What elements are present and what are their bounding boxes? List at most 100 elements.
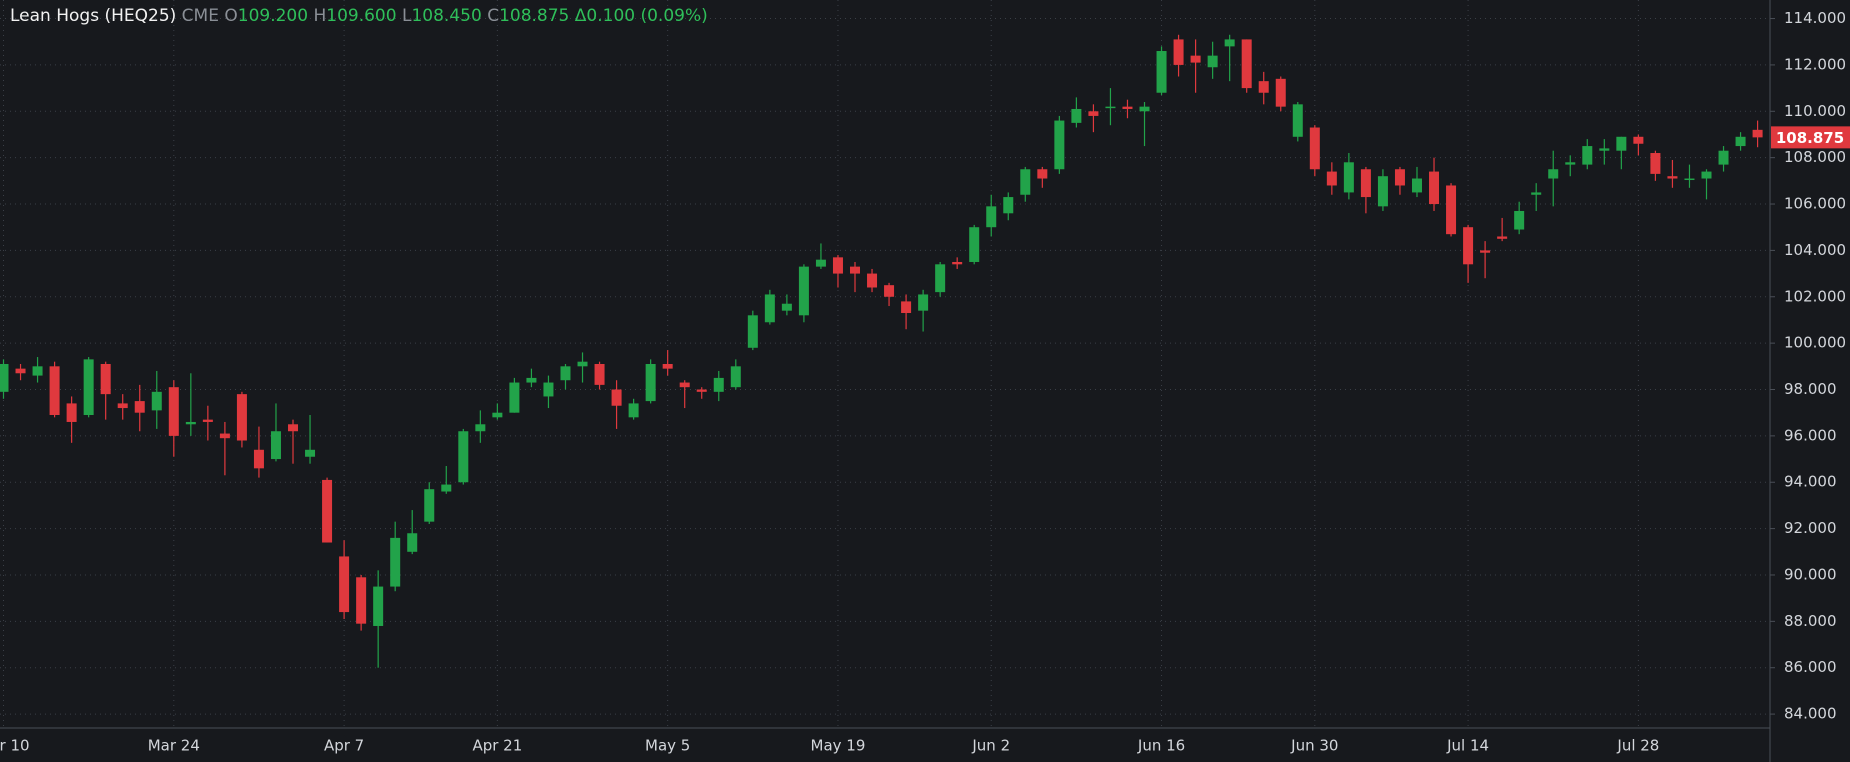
candle-body [134,401,145,413]
candle-body [1105,106,1116,109]
candle-body [219,433,230,439]
change: Δ0.100 (0.09%) [574,6,708,26]
candle-body [407,533,418,552]
y-tick-label: 100.000 [1784,334,1846,352]
candle-body [1054,120,1065,170]
candle-body [1667,176,1678,179]
quote-label: O [224,6,238,26]
candle-body [1207,55,1218,68]
candle-body [458,431,469,483]
x-tick-label: Apr 7 [324,737,364,755]
candle-body [1122,106,1133,109]
candle-body [1292,104,1303,137]
x-tick-label: Apr 21 [472,737,522,755]
y-tick-label: 84.000 [1784,705,1837,723]
candle-body [1582,146,1593,165]
quote-label: L [401,6,412,26]
candle-body [901,301,912,313]
candle-body [969,227,980,262]
last-price-box [1771,126,1850,149]
candle-body [1241,39,1252,89]
candle-body [645,364,656,402]
candle-body [1752,129,1763,138]
x-tick-label: Mar 24 [148,737,200,755]
candle-body [1650,153,1661,174]
candle-body [1735,136,1746,147]
candle-body [1377,176,1388,207]
candle-body [1429,171,1440,205]
candle-body [1633,136,1644,144]
candle-body [0,364,9,392]
y-tick-label: 112.000 [1784,55,1846,73]
candle-body [1190,55,1201,63]
candle-body [1497,236,1508,239]
candle-body [781,303,792,311]
candle-body [1514,210,1525,230]
last-price-label: 108.875 [1776,129,1844,147]
candle-body [1531,192,1542,195]
x-tick-label: Mar 10 [0,737,30,755]
quote-header: Lean Hogs (HEQ25) CME O109.200 H109.600 … [10,6,708,26]
candle-body [1684,178,1695,181]
candle-body [1037,169,1048,179]
y-tick-label: 108.000 [1784,148,1846,166]
candle-body [611,389,622,406]
candle-body [117,403,128,409]
y-tick-label: 86.000 [1784,658,1837,676]
x-tick-label: May 5 [645,737,690,755]
quote-label: H [313,6,327,26]
candle-body [1326,171,1337,186]
candle-body [526,377,537,383]
candle-body [1071,108,1082,123]
x-tick-label: Jun 30 [1290,737,1338,755]
candle-body [32,366,43,376]
y-tick-label: 96.000 [1784,426,1837,444]
x-tick-label: Jun 16 [1137,737,1185,755]
candle-body [628,403,639,418]
x-tick-label: Jul 14 [1446,737,1489,755]
exchange: CME [181,6,219,26]
candle-body [151,391,162,411]
candle-body [509,382,520,413]
quote-value: 108.450 [411,6,482,26]
candle-body [764,294,775,323]
quote-value: 109.200 [237,6,309,26]
candle-body [66,403,77,422]
candle-body [577,361,588,367]
y-tick-label: 90.000 [1784,565,1837,583]
candle-body [1020,169,1031,195]
candle-body [1548,169,1559,179]
candle-body [1616,136,1627,151]
candle-body [253,449,264,469]
candle-body [1173,39,1184,65]
quote-value: 108.875 [499,6,570,26]
candle-body [1224,39,1235,47]
candle-body [918,294,929,311]
candle-body [83,359,94,416]
candle-body [100,364,111,395]
x-tick-label: May 19 [811,737,866,755]
candle-body [236,394,247,441]
quote-value: 109.600 [326,6,397,26]
candle-body [185,421,196,425]
candle-body [305,449,316,457]
candle-body [1394,169,1405,186]
candle-body [662,364,673,369]
candle-body [1309,127,1320,170]
candle-body [1718,150,1729,165]
y-tick-label: 110.000 [1784,102,1846,120]
symbol-title: Lean Hogs (HEQ25) [10,6,177,26]
y-tick-label: 94.000 [1784,473,1837,491]
candle-body [815,259,826,267]
candle-body [1343,162,1354,193]
candle-body [356,577,367,624]
candle-body [952,261,963,265]
candle-body [1701,171,1712,179]
candle-body [390,537,401,587]
candle-body [322,479,333,543]
candle-body [202,419,213,422]
y-tick-label: 114.000 [1784,9,1846,27]
x-tick-label: Jul 28 [1616,737,1659,755]
candle-body [884,285,895,297]
